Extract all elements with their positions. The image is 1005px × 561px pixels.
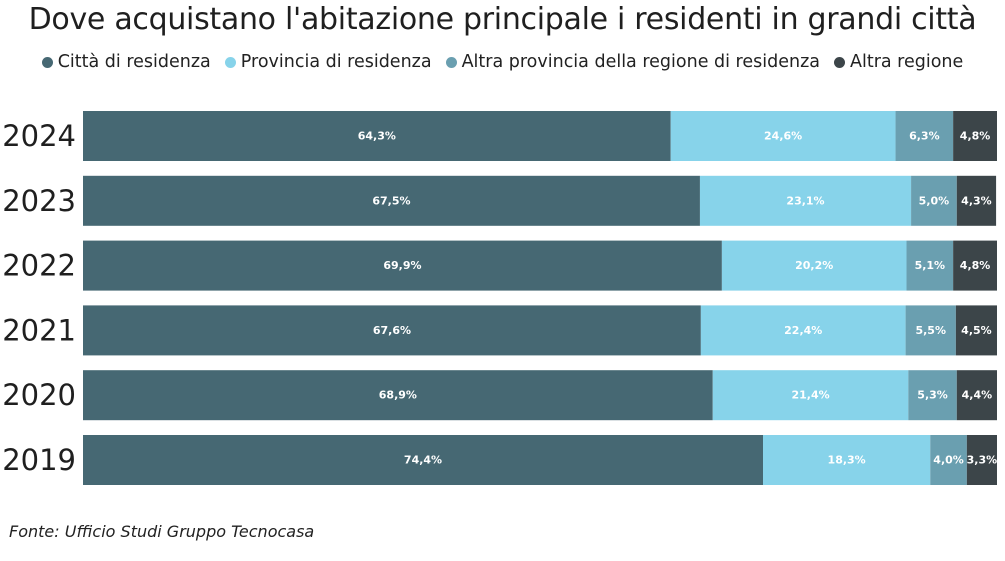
data-label-2021-1: 22,4% <box>784 324 822 337</box>
bar-segment-2021-2 <box>905 305 956 356</box>
data-label-2023-0: 67,5% <box>372 194 410 207</box>
data-label-2022-0: 69,9% <box>383 259 421 272</box>
legend-item-3: Altra regione <box>834 52 963 72</box>
bar-segment-2023-2 <box>911 175 957 226</box>
source-note: Fonte: Ufficio Studi Gruppo Tecnocasa <box>9 522 315 541</box>
data-label-2024-0: 64,3% <box>358 130 396 143</box>
chart-title: Dove acquistano l'abitazione principale … <box>28 2 977 37</box>
data-label-2020-0: 68,9% <box>379 389 417 402</box>
bar-segment-2021-3 <box>955 305 997 356</box>
bar-segment-2019-0 <box>83 435 764 485</box>
category-label-2022: 2022 <box>2 249 76 283</box>
data-label-2022-1: 20,2% <box>795 259 833 272</box>
legend-swatch <box>445 56 457 68</box>
legend-item-1: Provincia di residenza <box>224 52 432 72</box>
data-label-2024-1: 24,6% <box>764 130 802 143</box>
bar-segment-2020-0 <box>83 370 713 421</box>
bar-segment-2019-2 <box>930 435 967 485</box>
bar-segment-2019-3 <box>966 435 997 485</box>
data-label-2019-1: 18,3% <box>828 454 866 467</box>
bar-segment-2024-3 <box>953 111 997 161</box>
bar-segment-2021-1 <box>700 305 906 356</box>
legend-item-2: Altra provincia della regione di residen… <box>445 52 820 72</box>
legend-label: Provincia di residenza <box>240 52 432 72</box>
data-label-2020-3: 4,4% <box>962 389 993 402</box>
bar-segment-2019-1 <box>763 435 931 485</box>
legend-label: Città di residenza <box>57 52 211 72</box>
data-label-2021-2: 5,5% <box>915 324 946 337</box>
data-label-2022-2: 5,1% <box>915 259 946 272</box>
data-label-2023-2: 5,0% <box>919 194 950 207</box>
data-label-2019-2: 4,0% <box>933 454 964 467</box>
bar-segment-2024-1 <box>670 111 896 161</box>
data-label-2024-3: 4,8% <box>960 130 991 143</box>
data-label-2019-3: 3,3% <box>967 454 998 467</box>
bar-segment-2022-2 <box>906 240 954 291</box>
bar-segment-2020-3 <box>956 370 997 421</box>
bar-segment-2024-2 <box>895 111 954 161</box>
category-label-2019: 2019 <box>2 443 76 477</box>
bar-segment-2023-1 <box>699 175 912 226</box>
category-label-2023: 2023 <box>2 184 76 218</box>
legend-item-0: Città di residenza <box>41 52 211 72</box>
data-label-2024-2: 6,3% <box>909 130 940 143</box>
category-label-2020: 2020 <box>2 378 76 412</box>
bar-segment-2021-0 <box>83 305 701 356</box>
legend-label: Altra provincia della regione di residen… <box>461 52 820 72</box>
data-label-2020-2: 5,3% <box>917 389 948 402</box>
bar-segment-2020-2 <box>908 370 957 421</box>
data-label-2019-0: 74,4% <box>404 454 442 467</box>
legend-swatch <box>41 56 53 68</box>
category-label-2021: 2021 <box>2 313 76 347</box>
bar-segment-2023-3 <box>956 175 997 226</box>
legend-label: Altra regione <box>850 52 964 72</box>
bar-segment-2024-0 <box>83 111 671 161</box>
bar-segment-2020-1 <box>712 370 909 421</box>
data-label-2023-3: 4,3% <box>961 194 992 207</box>
data-label-2022-3: 4,8% <box>960 259 991 272</box>
legend-swatch <box>224 56 236 68</box>
data-label-2020-1: 21,4% <box>791 389 829 402</box>
bar-segment-2022-1 <box>721 240 907 291</box>
legend-swatch <box>834 56 845 68</box>
bar-segment-2022-0 <box>83 240 722 291</box>
category-label-2024: 2024 <box>2 119 76 153</box>
chart-legend: Città di residenza Provincia di residenza… <box>0 52 1005 72</box>
bar-segment-2022-3 <box>953 240 997 291</box>
bar-segment-2023-0 <box>83 175 700 226</box>
data-label-2021-0: 67,6% <box>373 324 411 337</box>
data-label-2023-1: 23,1% <box>786 194 824 207</box>
data-label-2021-3: 4,5% <box>961 324 992 337</box>
